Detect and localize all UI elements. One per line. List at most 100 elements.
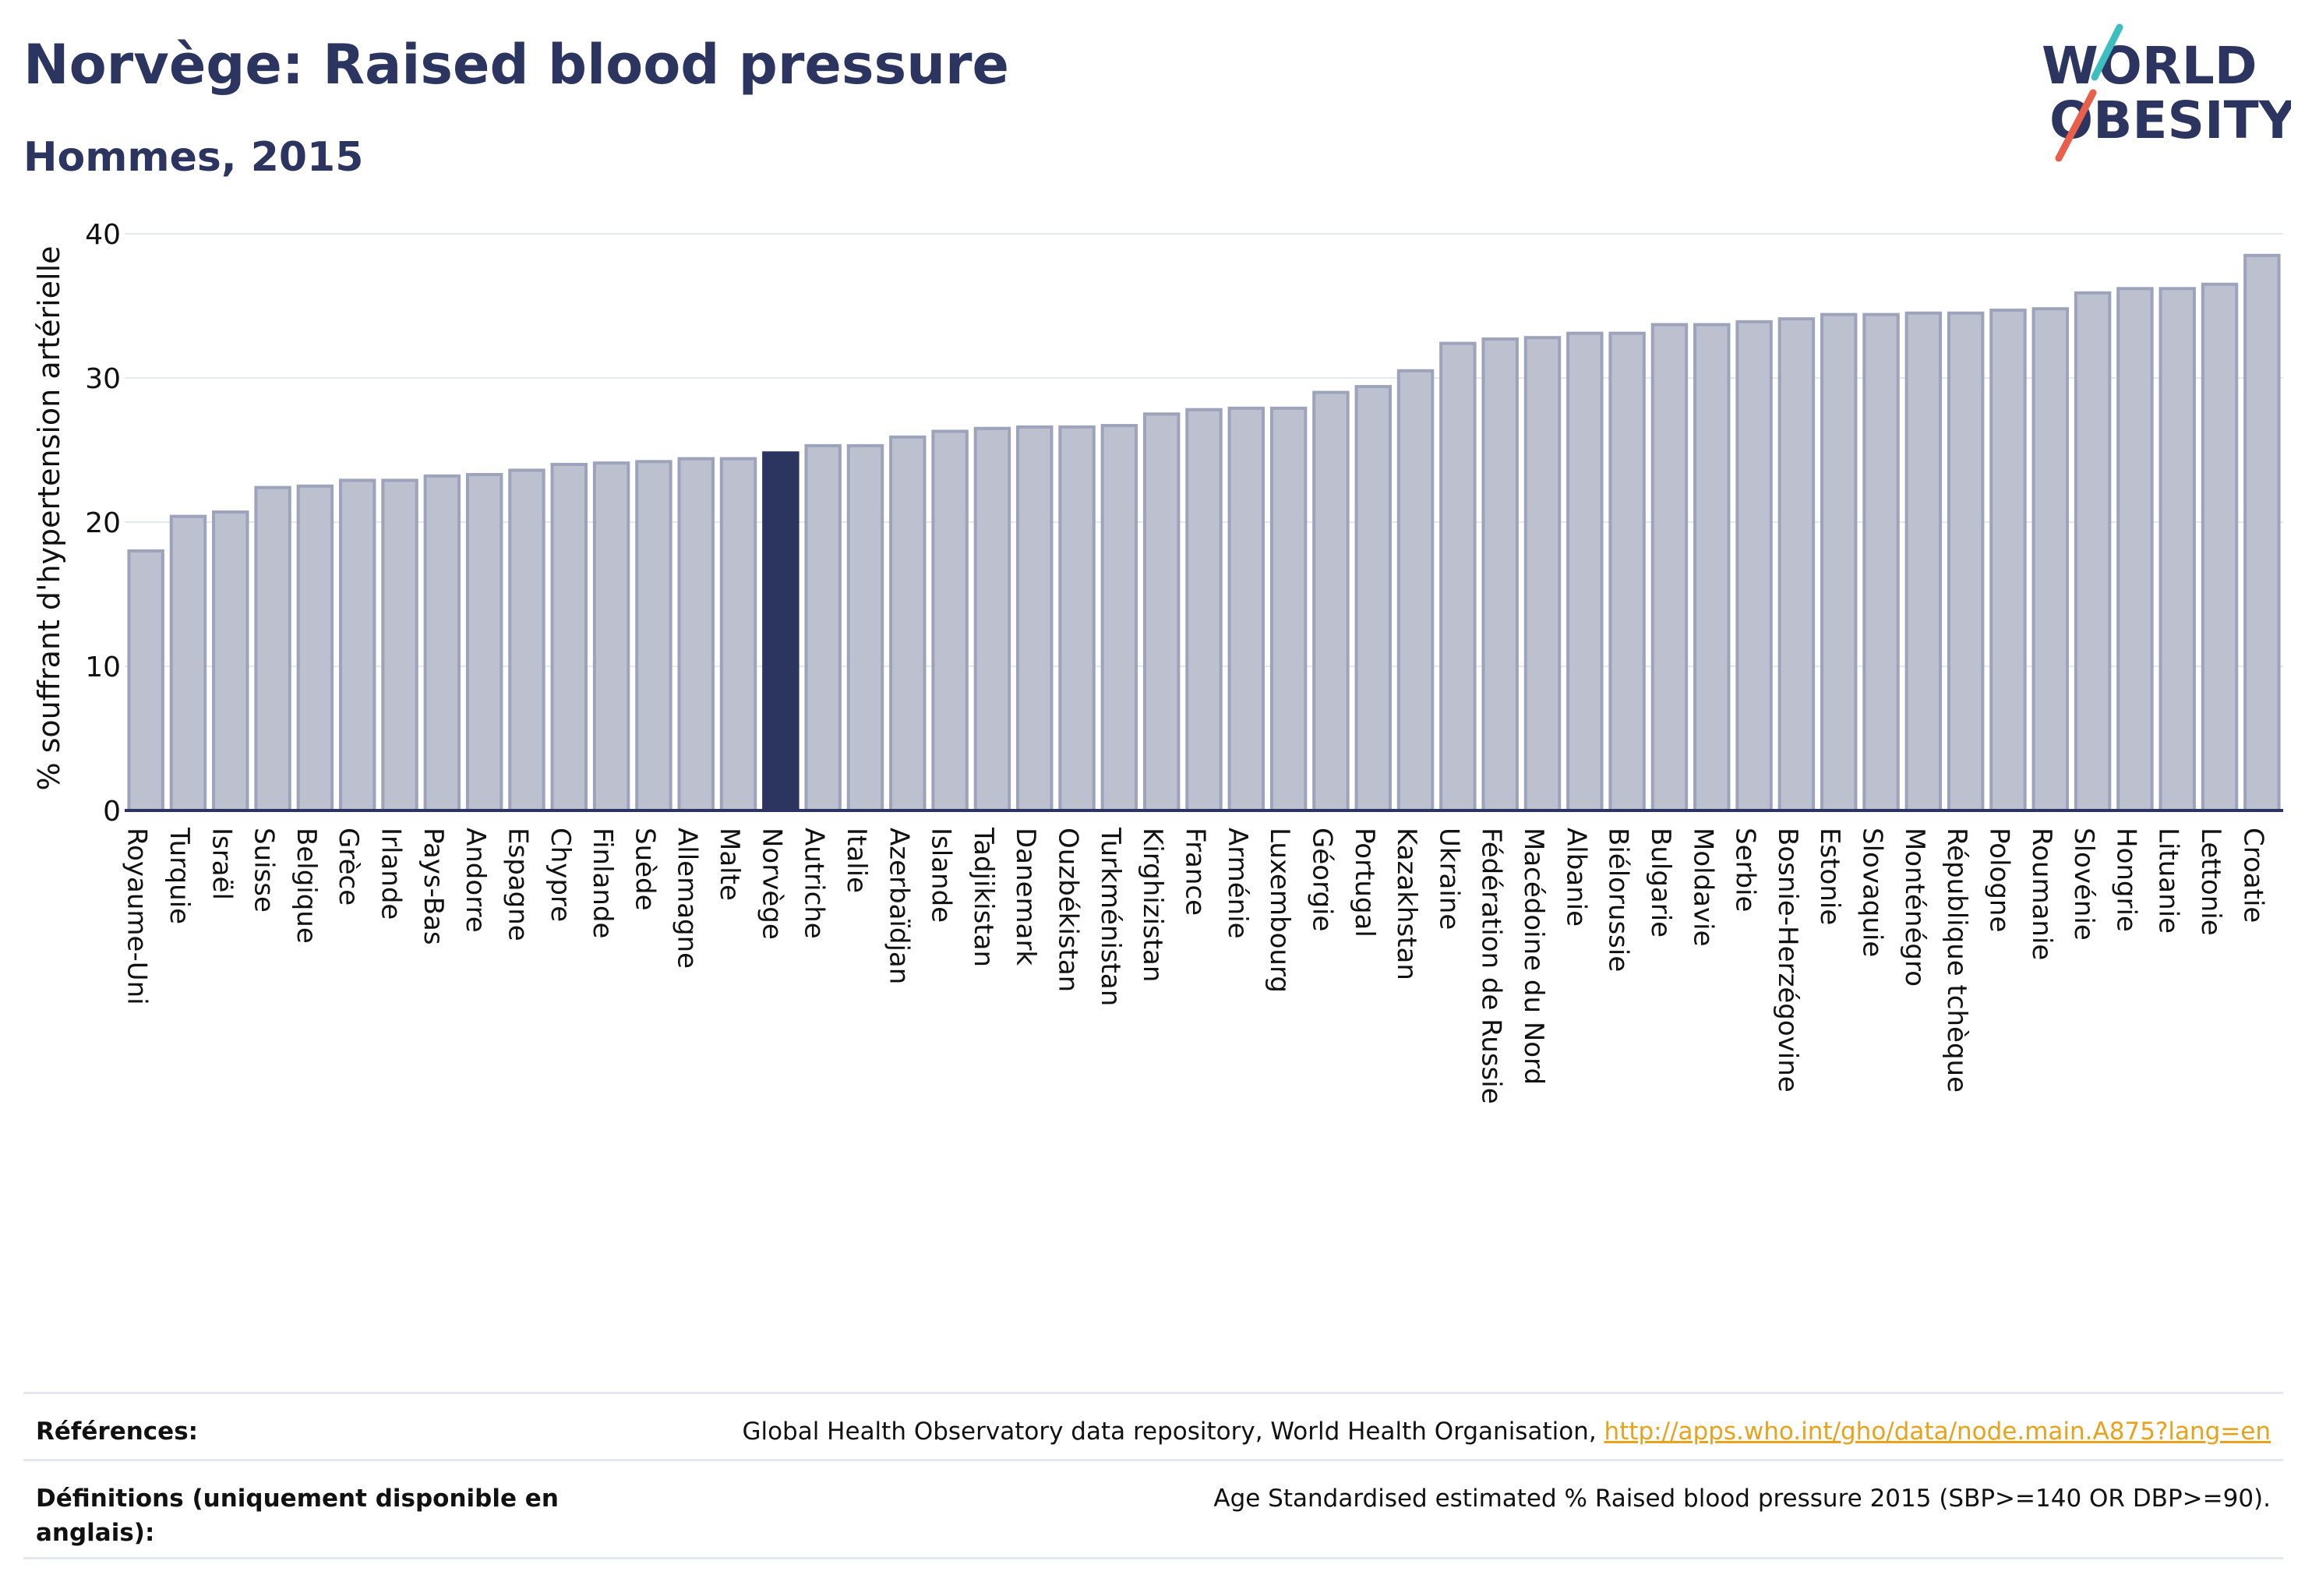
- bar-islande: [931, 429, 969, 812]
- references-text: Global Health Observatory data repositor…: [742, 1418, 1604, 1446]
- bar-suisse: [254, 486, 291, 812]
- bar-norv-ge: [762, 451, 800, 812]
- bar-mont-n-gro: [1904, 311, 1943, 812]
- bar-tadjikistan: [973, 426, 1011, 812]
- y-tick-label: 10: [85, 651, 121, 683]
- bar-portugal: [1354, 385, 1392, 813]
- y-tick-label: 40: [85, 219, 121, 251]
- bar-gr-ce: [339, 478, 376, 812]
- references-value: Global Health Observatory data repositor…: [742, 1414, 2271, 1449]
- y-tick-label: 30: [85, 363, 121, 395]
- x-tick-label: Tadjikistan: [968, 827, 999, 967]
- references-label: Références:: [36, 1418, 199, 1446]
- definitions-value: Age Standardised estimated % Raised bloo…: [1213, 1485, 2271, 1513]
- y-axis-label: % souffrant d'hypertension artérielle: [32, 245, 66, 790]
- bar-espagne: [508, 468, 545, 813]
- x-tick-label: Lituanie: [2153, 828, 2184, 934]
- x-tick-label: Géorgie: [1306, 828, 1337, 931]
- x-tick-label: Turquie: [164, 827, 195, 924]
- bar-su-de: [635, 460, 672, 812]
- bar-autriche: [804, 443, 842, 812]
- bar-pays-bas: [423, 474, 461, 812]
- references-table: Références: Global Health Observatory da…: [23, 1392, 2283, 1559]
- bar-lituanie: [2159, 287, 2196, 812]
- bar-france: [1185, 408, 1223, 812]
- x-tick-label: Andorre: [460, 828, 491, 933]
- x-tick-label: Roumanie: [2026, 828, 2057, 960]
- bar-estonie: [1820, 312, 1858, 813]
- world-obesity-logo: WORLD OBESITY: [2026, 19, 2291, 168]
- y-tick-labels: 0 10 20 30 40: [85, 219, 121, 828]
- x-tick-label: Irlande: [376, 828, 407, 920]
- x-tick-label: Bosnie-Herzégovine: [1772, 828, 1803, 1093]
- bar-lettonie: [2201, 282, 2239, 812]
- x-tick-label: Israël: [206, 828, 237, 900]
- x-tick-label: République tchèque: [1941, 828, 1972, 1093]
- x-tick-label: Slovénie: [2068, 828, 2099, 941]
- bar-kirghizistan: [1142, 412, 1181, 812]
- x-tick-label: Pays-Bas: [418, 828, 449, 945]
- x-tick-label: France: [1180, 828, 1211, 916]
- x-tick-label: Albanie: [1560, 828, 1591, 927]
- bar-serbie: [1735, 320, 1773, 813]
- x-tick-label: Grèce: [333, 828, 364, 906]
- bar-g-orgie: [1312, 390, 1350, 812]
- bar-pologne: [1989, 309, 2027, 812]
- bar-isra-l: [212, 510, 249, 812]
- x-tick-label: Espagne: [502, 828, 533, 941]
- bar-kazakhstan: [1396, 369, 1435, 812]
- bar-chart: 0 10 20 30 40 Royaume-Uni Turquie Israël Suisse…: [32, 219, 2283, 1104]
- x-tick-label: Croatie: [2237, 828, 2268, 923]
- x-tick-label: Estonie: [1814, 828, 1845, 925]
- x-tick-label: Macédoine du Nord: [1518, 828, 1549, 1085]
- bar-f-d-ration-de-russie: [1481, 337, 1519, 812]
- x-tick-label: Lettonie: [2195, 828, 2226, 936]
- bar-r-publique-tch-que: [1947, 311, 1985, 812]
- bar-slov-nie: [2074, 291, 2112, 813]
- bar-moldavie: [1693, 323, 1731, 812]
- x-tick-label: Italie: [841, 828, 872, 893]
- references-link[interactable]: http://apps.who.int/gho/data/node.main.A…: [1604, 1418, 2271, 1446]
- x-tick-label: Islande: [926, 828, 957, 923]
- bar-arm-nie: [1227, 406, 1265, 812]
- bar-ouzb-kistan: [1058, 425, 1096, 813]
- x-tick-label: Bulgarie: [1645, 828, 1676, 937]
- bar-bi-lorussie: [1608, 331, 1646, 812]
- bar-royaume-uni: [127, 549, 164, 812]
- x-tick-label: Biélorussie: [1603, 828, 1634, 972]
- bar-mac-doine-du-nord: [1523, 336, 1562, 812]
- logo-line1: WORLD: [2042, 36, 2257, 96]
- bar-malte: [719, 457, 757, 812]
- x-tick-label: Portugal: [1349, 828, 1380, 937]
- definitions-row: Définitions (uniquement disponible en an…: [23, 1459, 2283, 1559]
- x-tick-label: Moldavie: [1687, 828, 1718, 947]
- bar-turquie: [169, 514, 207, 812]
- x-tick-label: Fédération de Russie: [1476, 828, 1507, 1104]
- x-tick-label: Danemark: [1010, 828, 1041, 966]
- x-tick-label: Monténégro: [1899, 828, 1930, 987]
- bar-turkm-nistan: [1100, 424, 1138, 812]
- x-tick-label: Royaume-Uni: [122, 828, 153, 1005]
- x-tick-label: Finlande: [587, 828, 618, 938]
- x-tick-label: Serbie: [1730, 828, 1761, 912]
- bar-bulgarie: [1650, 323, 1689, 812]
- x-tick-label: Allemagne: [672, 828, 703, 969]
- bar-belgique: [296, 484, 334, 812]
- x-tick-label: Norvège: [756, 828, 787, 940]
- bar-italie: [846, 443, 884, 812]
- bar-andorre: [465, 472, 503, 812]
- y-tick-label: 20: [85, 507, 121, 539]
- logo-slash-coral: [2055, 89, 2097, 162]
- x-tick-label: Luxembourg: [1264, 828, 1295, 993]
- x-tick-label: Kirghizistan: [1137, 828, 1168, 982]
- x-tick-label: Suisse: [249, 828, 280, 913]
- chart-subtitle: Hommes, 2015: [23, 134, 364, 181]
- bar-danemark: [1016, 425, 1054, 813]
- bars: [127, 253, 2281, 813]
- bar-allemagne: [677, 457, 715, 812]
- definitions-label: Définitions (uniquement disponible en an…: [36, 1485, 559, 1547]
- bar-irlande: [381, 478, 418, 812]
- x-tick-labels: Royaume-Uni Turquie Israël Suisse Belgique Gr…: [122, 827, 2269, 1104]
- bar-bosnie-herz-govine: [1777, 317, 1816, 812]
- bar-finlande: [592, 461, 630, 813]
